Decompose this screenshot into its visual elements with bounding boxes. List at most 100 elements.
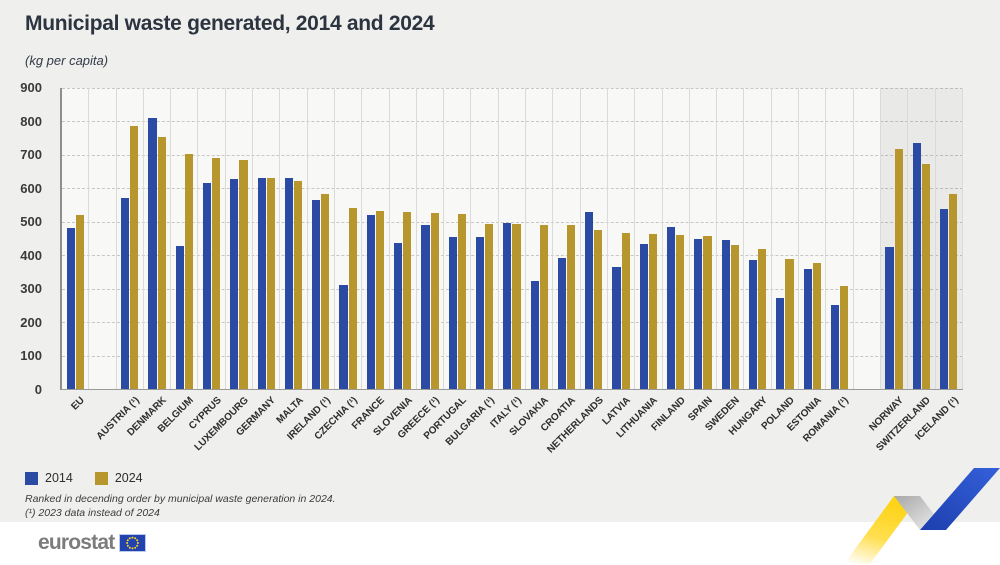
bar-2024 (594, 230, 603, 389)
bar-2024 (758, 249, 767, 389)
bar-2024 (921, 164, 930, 389)
bar-2024 (566, 225, 576, 389)
bar-pair (308, 88, 334, 389)
bar-2014 (202, 183, 212, 389)
footnote-data-year: (¹) 2023 data instead of 2024 (25, 506, 160, 519)
bar-pair (362, 88, 388, 389)
country-column: NETHERLANDS (545, 88, 608, 455)
bar-2014 (803, 269, 812, 389)
country-column: AUSTRIA (¹) (94, 88, 144, 442)
spacer-column (854, 88, 881, 389)
country-column: ROMANIA (¹) (802, 88, 854, 445)
bar-2024 (375, 210, 385, 389)
bar-pair (253, 88, 279, 389)
bar-2024 (75, 215, 84, 389)
bar-pair (635, 88, 661, 389)
footnote-ranking: Ranked in decending order by municipal w… (25, 493, 336, 505)
bar-2014 (284, 177, 294, 389)
bar-2014 (394, 242, 403, 389)
h-gridline (62, 121, 963, 123)
bar-2024 (648, 233, 658, 389)
bar-2024 (157, 136, 166, 389)
bar-2014 (148, 118, 157, 389)
legend-swatch (25, 471, 38, 485)
chart-subtitle: (kg per capita) (25, 53, 109, 68)
country-column: NORWAY (867, 88, 909, 433)
zigzag-trend-graphic (844, 468, 1000, 564)
eurostat-wordmark: eurostat (38, 531, 115, 554)
bar-pair (908, 88, 934, 389)
legend-swatch (94, 471, 108, 485)
country-column: GERMANY (235, 88, 281, 438)
bar-2014 (366, 215, 375, 389)
bar-2014 (475, 236, 485, 389)
bar-pair (826, 88, 852, 389)
bar-pair (198, 88, 224, 389)
y-tick-label: 200 (20, 314, 42, 330)
bar-2014 (121, 198, 130, 389)
country-column: SLOVENIA (371, 88, 417, 438)
bar-pair (117, 88, 143, 389)
bar-pair (553, 88, 579, 389)
country-column: CROATIA (539, 88, 581, 434)
country-column: POLAND (759, 88, 800, 432)
bar-2014 (557, 257, 566, 389)
bar-2014 (230, 178, 239, 389)
bar-pair (471, 88, 497, 389)
country-column: CZECHIA (¹) (313, 88, 363, 442)
eu-flag-icon (119, 534, 147, 552)
bar-2014 (748, 259, 758, 389)
bar-2014 (885, 246, 894, 389)
y-tick-label: 0 (34, 382, 42, 397)
bar-pair (799, 88, 825, 389)
bar-pair (390, 88, 416, 389)
bar-2024 (294, 180, 303, 389)
bar-pair (744, 88, 770, 389)
country-column: SPAIN (686, 88, 718, 424)
legend-label: 2024 (114, 471, 143, 485)
country-column: DENMARK (125, 88, 172, 438)
bar-2014 (448, 236, 457, 389)
country-column: HUNGARY (727, 88, 772, 438)
country-column: LATVIA (600, 88, 636, 427)
bar-2024 (184, 153, 193, 389)
bar-2024 (457, 214, 466, 389)
bar-2014 (585, 212, 594, 389)
bar-2024 (266, 178, 275, 389)
legend-item: 2024 (94, 471, 143, 485)
bar-2024 (621, 233, 630, 389)
bar-2014 (830, 304, 839, 389)
bar-2024 (239, 159, 248, 389)
bar-2014 (175, 245, 184, 389)
bar-pair (690, 88, 716, 389)
bar-2014 (312, 200, 321, 389)
bar-2014 (776, 297, 785, 389)
y-tick-label: 400 (20, 247, 42, 263)
h-gridline (62, 188, 963, 190)
bar-2024 (512, 224, 521, 389)
y-tick-label: 100 (20, 348, 42, 364)
bar-2014 (694, 238, 703, 389)
h-gridline (62, 154, 963, 156)
legend-label: 2014 (45, 471, 73, 485)
country-column: SWITZERLAND (875, 88, 936, 453)
bar-pair (608, 88, 634, 389)
bar-pair (417, 88, 443, 389)
bar-2024 (321, 194, 330, 389)
bar-pair (444, 88, 470, 389)
bar-2014 (66, 228, 75, 389)
columns: EU AUSTRIA (¹) DENMARK BELGIUM CYPRUS LUXEMBO… (62, 88, 963, 455)
bar-pair (881, 88, 907, 389)
bar-2014 (421, 225, 430, 389)
bar-2024 (403, 211, 412, 389)
bar-pair (62, 88, 88, 389)
bar-2014 (530, 280, 539, 389)
legend-item: 2014 (25, 471, 73, 485)
bar-pair (280, 88, 306, 389)
bar-2024 (894, 148, 903, 389)
eurostat-logo: eurostat (38, 531, 147, 555)
bar-2024 (676, 235, 685, 389)
country-column: ITALY (¹) (488, 88, 527, 430)
footnotes: Ranked in decending order by municipal w… (25, 493, 336, 520)
country-column: BELGIUM (156, 88, 199, 435)
